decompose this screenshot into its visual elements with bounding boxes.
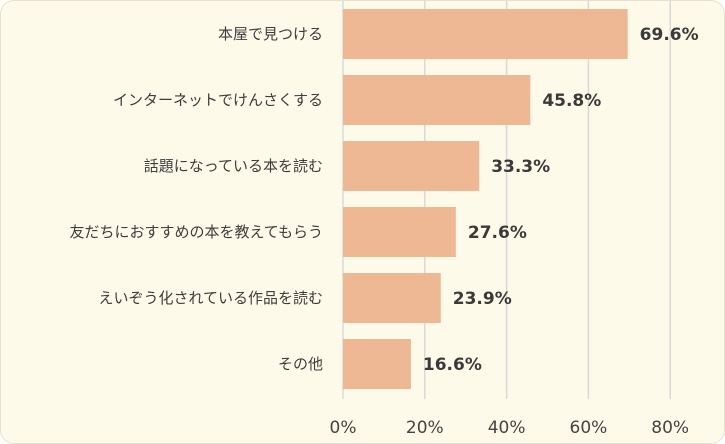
value-label: 45.8% [542, 91, 601, 111]
category-label: 友だちにおすすめの本を教えてもらう [69, 223, 323, 241]
category-label: インターネットでけんさくする [113, 91, 323, 109]
bar [343, 339, 411, 389]
x-tick-label: 20% [406, 418, 444, 438]
value-label: 69.6% [640, 25, 699, 45]
bar [343, 141, 480, 191]
value-label: 23.9% [453, 289, 512, 309]
category-label: 話題になっている本を読む [144, 157, 323, 175]
value-label: 33.3% [491, 157, 550, 177]
category-label: その他 [278, 355, 323, 373]
category-label: 本屋で見つける [218, 25, 323, 43]
category-label: えいぞう化されている作品を読む [98, 289, 323, 307]
x-tick-label: 0% [330, 418, 357, 438]
bar [343, 273, 441, 323]
x-tick-label: 40% [488, 418, 526, 438]
value-label: 27.6% [468, 223, 527, 243]
x-tick-label: 60% [570, 418, 608, 438]
bar [343, 75, 531, 125]
value-label: 16.6% [423, 355, 482, 375]
bar [343, 9, 628, 59]
x-tick-label: 80% [651, 418, 689, 438]
bar [343, 207, 456, 257]
